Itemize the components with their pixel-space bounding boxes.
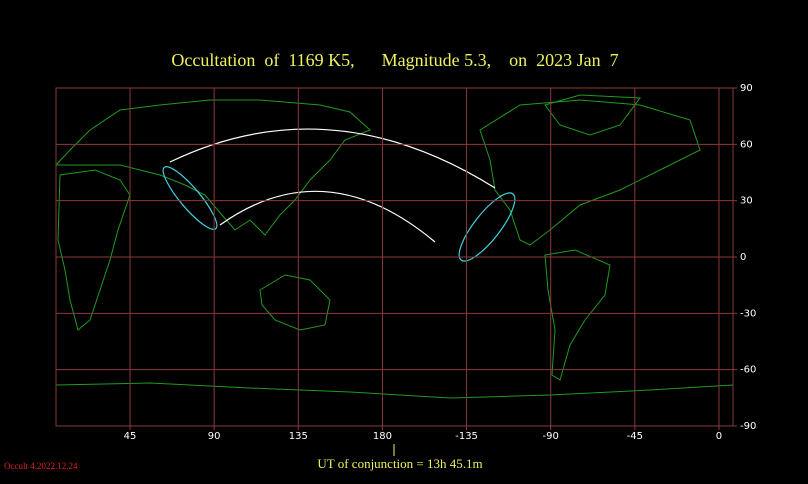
track-south	[219, 190, 436, 243]
y-tick-label: 90	[740, 83, 753, 94]
chart-title: Occultation of 1169 K5, Magnitude 5.3, o…	[171, 50, 618, 70]
x-tick-label: 180	[373, 431, 392, 442]
version-label: Occult 4.2022.12.24	[4, 461, 78, 471]
shadow-ellipse	[162, 166, 218, 230]
x-tick-label: -135	[455, 431, 478, 442]
y-tick-label: -90	[740, 421, 756, 432]
y-tick-label: 60	[740, 139, 753, 150]
shadow-ellipse	[458, 192, 516, 262]
south-america	[544, 249, 611, 381]
x-tick-label: 0	[716, 431, 722, 442]
antarctica	[55, 382, 734, 399]
x-tick-label: -45	[627, 431, 643, 442]
occultation-paths	[162, 128, 516, 262]
y-tick-label: -60	[740, 365, 756, 376]
track-north	[169, 128, 496, 189]
y-tick-label: 0	[740, 252, 746, 263]
africa	[57, 169, 131, 331]
australia	[259, 274, 331, 331]
coastlines	[54, 94, 734, 399]
greenland	[544, 94, 641, 136]
x-tick-label: -90	[543, 431, 559, 442]
x-tick-label: 135	[289, 431, 308, 442]
y-tick-label: 30	[740, 196, 753, 207]
eurasia	[54, 99, 371, 236]
y-tick-label: -30	[740, 308, 756, 319]
x-tick-label: 45	[124, 431, 137, 442]
north-america	[479, 99, 701, 246]
conjunction-label: UT of conjunction = 13h 45.1m	[317, 456, 482, 471]
x-tick-label: 90	[208, 431, 221, 442]
